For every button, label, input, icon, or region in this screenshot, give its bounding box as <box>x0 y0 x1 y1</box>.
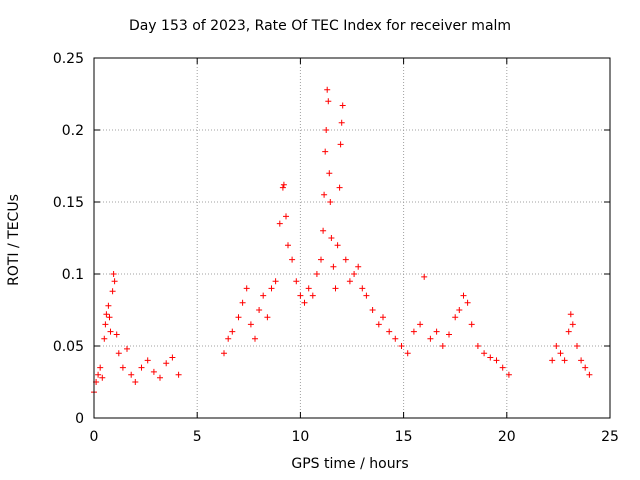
y-axis-label: ROTI / TECUs <box>6 194 22 286</box>
x-tick-label: 25 <box>601 429 619 445</box>
y-tick-label: 0.25 <box>53 51 84 67</box>
x-tick-label: 15 <box>395 429 413 445</box>
data-point <box>91 86 593 396</box>
axis-ticks: 0 5 10 15 20 25 0 0.05 0.1 0.15 0.2 0.25 <box>53 51 619 445</box>
y-tick-label: 0.2 <box>62 123 84 139</box>
y-tick-label: 0.05 <box>53 339 84 355</box>
y-tick-label: 0.15 <box>53 195 84 211</box>
y-tick-label: 0 <box>75 411 84 427</box>
x-tick-label: 5 <box>193 429 202 445</box>
x-axis-label: GPS time / hours <box>291 456 409 472</box>
y-tick-label: 0.1 <box>62 267 84 283</box>
x-tick-label: 0 <box>90 429 99 445</box>
x-tick-label: 20 <box>498 429 516 445</box>
plot-frame <box>93 57 611 419</box>
chart-title: Day 153 of 2023, Rate Of TEC Index for r… <box>128 18 512 34</box>
grid-lines <box>94 58 610 418</box>
data-points <box>91 86 593 396</box>
x-tick-label: 10 <box>291 429 309 445</box>
